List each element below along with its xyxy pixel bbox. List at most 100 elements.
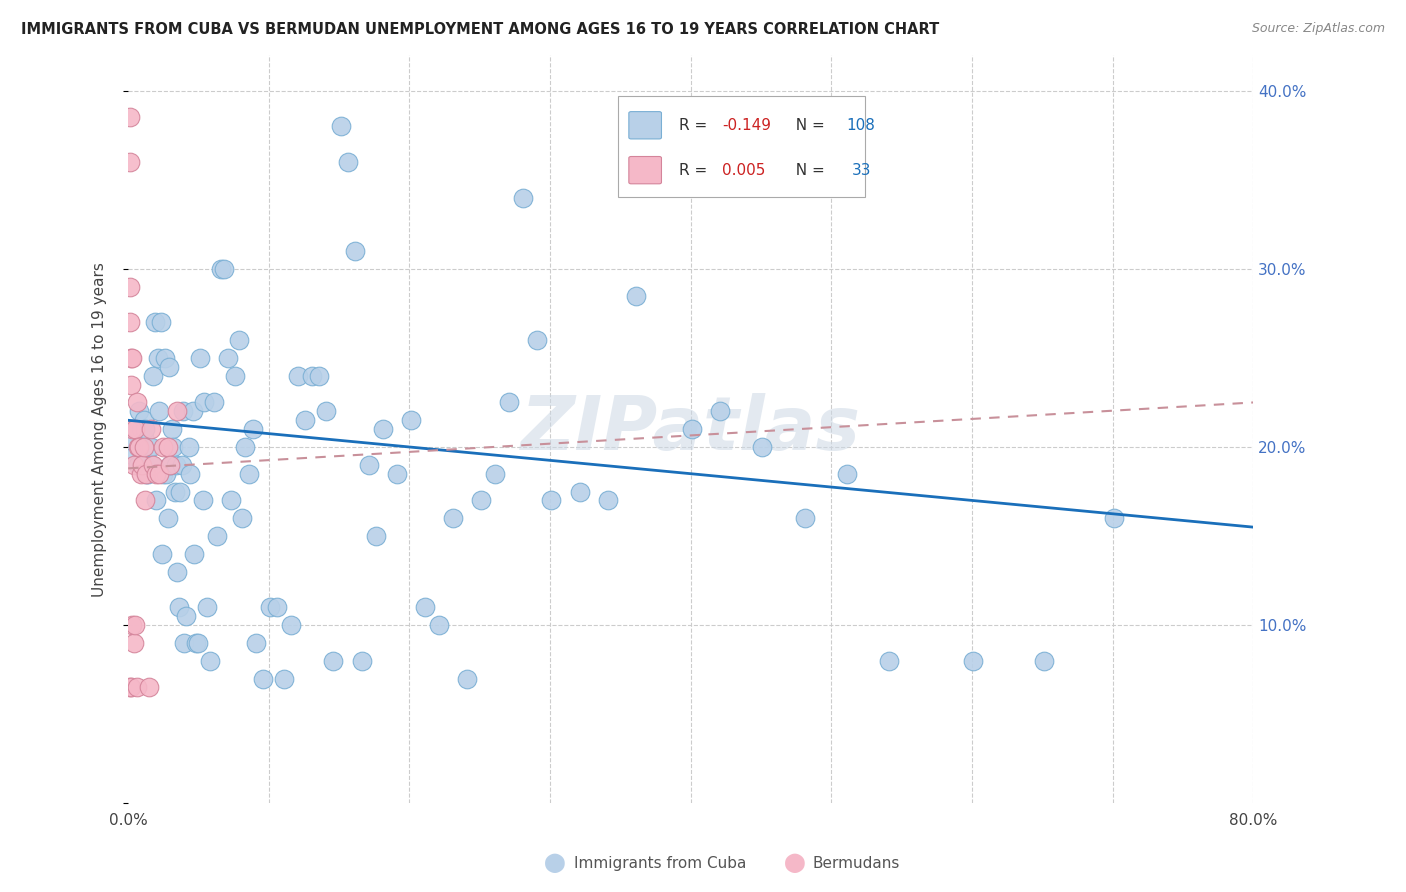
Point (132, 431, 155, 445)
Point (308, 368, 330, 383)
Point (252, 672, 274, 686)
Point (195, 600, 218, 615)
Text: ⬤: ⬤ (783, 854, 806, 873)
Text: 108: 108 (846, 118, 875, 133)
Text: ⬤: ⬤ (544, 854, 567, 873)
Point (125, 395, 148, 409)
Point (132, 440, 155, 454)
Point (242, 422, 264, 436)
Point (131, 458, 153, 472)
Point (173, 636, 195, 650)
Text: IMMIGRANTS FROM CUBA VS BERMUDAN UNEMPLOYMENT AMONG AGES 16 TO 19 YEARS CORRELAT: IMMIGRANTS FROM CUBA VS BERMUDAN UNEMPLO… (21, 22, 939, 37)
Point (138, 681, 160, 695)
Text: 0.005: 0.005 (723, 162, 766, 178)
Point (179, 467, 201, 481)
Point (135, 467, 157, 481)
Point (191, 493, 214, 508)
Point (139, 440, 162, 454)
Point (399, 413, 422, 427)
Point (652, 173, 675, 187)
Point (118, 315, 141, 329)
Point (138, 440, 160, 454)
Point (484, 467, 506, 481)
Point (118, 155, 141, 169)
Point (238, 467, 260, 481)
Text: N =: N = (786, 118, 830, 133)
Point (145, 467, 167, 481)
Point (219, 493, 242, 508)
Point (343, 244, 366, 258)
Point (166, 404, 188, 418)
Point (153, 351, 176, 365)
Point (128, 404, 150, 418)
Point (120, 377, 142, 392)
Point (166, 565, 188, 579)
Point (160, 422, 183, 436)
Point (441, 511, 464, 525)
Text: R =: R = (679, 162, 713, 178)
Point (170, 458, 193, 472)
Text: 33: 33 (852, 162, 872, 178)
Text: Bermudans: Bermudans (813, 856, 900, 871)
Point (187, 636, 209, 650)
Point (134, 493, 156, 508)
Point (1032, 654, 1054, 668)
Point (184, 636, 207, 650)
Point (962, 654, 984, 668)
Point (336, 155, 359, 169)
Point (169, 484, 191, 499)
Point (245, 636, 267, 650)
Point (568, 484, 591, 499)
Point (231, 511, 253, 525)
Point (280, 618, 302, 632)
Point (233, 440, 256, 454)
Point (228, 333, 250, 347)
Point (124, 618, 146, 632)
Point (141, 458, 163, 472)
Point (709, 404, 731, 418)
Point (129, 422, 152, 436)
Point (122, 458, 145, 472)
Point (118, 111, 141, 125)
Point (512, 191, 534, 205)
Point (122, 636, 145, 650)
Y-axis label: Unemployment Among Ages 16 to 19 years: Unemployment Among Ages 16 to 19 years (93, 261, 107, 597)
Point (155, 467, 177, 481)
Point (150, 547, 173, 561)
Point (167, 600, 190, 615)
Point (143, 315, 166, 329)
Point (135, 467, 157, 481)
Point (122, 449, 145, 463)
Point (165, 458, 187, 472)
Point (456, 672, 478, 686)
Point (118, 279, 141, 293)
Point (172, 404, 194, 418)
Point (624, 288, 647, 302)
Point (350, 654, 373, 668)
Point (413, 600, 436, 615)
Point (163, 484, 186, 499)
Point (188, 351, 211, 365)
Point (145, 493, 167, 508)
Point (162, 440, 184, 454)
Text: Immigrants from Cuba: Immigrants from Cuba (574, 856, 747, 871)
Point (159, 458, 181, 472)
Text: R =: R = (679, 118, 713, 133)
Point (152, 467, 174, 481)
Point (120, 431, 142, 445)
FancyBboxPatch shape (628, 112, 661, 139)
Point (209, 261, 232, 276)
Point (131, 458, 153, 472)
FancyBboxPatch shape (628, 156, 661, 184)
Point (174, 609, 197, 624)
Point (294, 413, 316, 427)
Point (287, 368, 309, 383)
Point (134, 422, 156, 436)
Point (139, 422, 162, 436)
Text: ZIPatlas: ZIPatlas (520, 392, 860, 466)
Point (877, 654, 900, 668)
Point (142, 458, 165, 472)
Point (134, 458, 156, 472)
Point (149, 315, 172, 329)
Point (540, 493, 562, 508)
